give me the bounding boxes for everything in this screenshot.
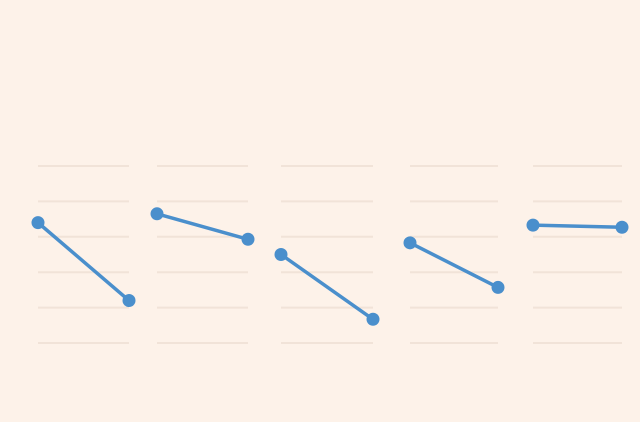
start-point bbox=[403, 236, 417, 250]
chart-panels bbox=[31, 165, 629, 344]
slope-line bbox=[531, 223, 624, 229]
start-point bbox=[31, 216, 45, 230]
end-point bbox=[615, 220, 629, 234]
panel-1 bbox=[31, 165, 136, 344]
end-point bbox=[366, 312, 380, 326]
panel-5 bbox=[526, 165, 629, 344]
start-point bbox=[526, 218, 540, 232]
slope-line bbox=[155, 212, 250, 242]
slope-line bbox=[408, 241, 500, 290]
end-point bbox=[122, 294, 136, 308]
slope-line bbox=[279, 252, 375, 322]
panel-4 bbox=[403, 165, 505, 344]
start-point bbox=[274, 248, 288, 261]
end-point bbox=[241, 232, 255, 246]
end-point bbox=[491, 280, 505, 294]
panel-3 bbox=[274, 165, 380, 344]
panel-2 bbox=[150, 165, 255, 344]
slope-line bbox=[36, 220, 131, 303]
start-point bbox=[150, 207, 164, 221]
